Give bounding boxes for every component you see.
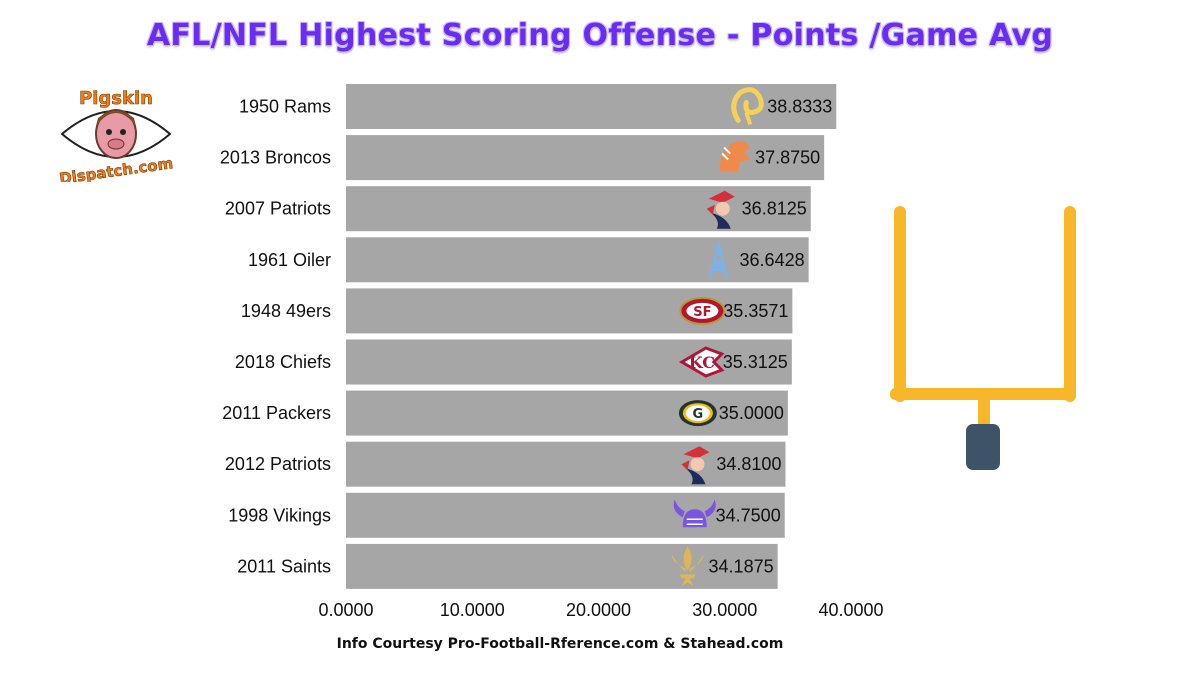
data-label: 34.7500 [716,505,781,525]
bar [346,441,786,487]
category-label: 2011 Packers [222,403,331,423]
svg-text:KC: KC [689,353,715,372]
data-label: 34.1875 [709,556,774,576]
data-label: 36.6428 [740,250,805,270]
category-label: 1948 49ers [241,301,331,321]
bar [346,186,811,232]
goalpost-icon [890,206,1076,470]
bar [346,543,778,589]
svg-text:G: G [693,407,704,422]
49ers-oval-icon: SF [679,296,726,325]
x-tick-label: 30.0000 [692,600,757,620]
category-label: 2012 Patriots [225,454,331,474]
vikings-horn-icon [673,499,716,528]
source-credit: Info Courtesy Pro-Football-Rference.com … [336,636,784,652]
chart-title: AFL/NFL Highest Scoring Offense - Points… [146,18,1054,53]
category-label: 2013 Broncos [220,148,331,168]
data-label: 35.0000 [719,403,784,423]
bar [346,339,792,385]
rams-horn-icon [731,87,764,126]
category-label: 1961 Oiler [248,250,331,270]
category-label: 1998 Vikings [228,505,331,525]
pigskin-dispatch-logo: Pigskin Dispatch.com [58,88,175,182]
svg-text:SF: SF [693,305,711,320]
x-tick-label: 20.0000 [566,600,631,620]
x-tick-label: 0.0000 [318,600,373,620]
patriots-minuteman-icon [706,190,735,229]
svg-text:Pigskin: Pigskin [79,88,153,109]
data-label: 34.8100 [716,454,781,474]
data-label: 35.3571 [723,301,788,321]
bar [346,492,785,538]
category-label: 2007 Patriots [225,199,331,219]
data-label: 35.3125 [723,352,788,372]
chiefs-arrowhead-icon: KC [678,346,725,378]
bar [346,135,825,181]
fleur-de-lis-icon [671,546,704,587]
category-label: 2011 Saints [237,556,331,576]
data-label: 37.8750 [755,148,820,168]
oilers-derrick-icon [709,241,728,279]
bar [346,237,809,283]
data-label: 36.8125 [742,199,807,219]
packers-g-icon: G [678,400,717,427]
category-label: 1950 Rams [239,97,331,117]
patriots-minuteman-icon [681,446,710,485]
x-tick-label: 40.0000 [818,600,883,620]
x-tick-label: 10.0000 [440,600,505,620]
data-label: 38.8333 [767,97,832,117]
category-label: 2018 Chiefs [235,352,331,372]
broncos-horse-icon [719,141,751,172]
